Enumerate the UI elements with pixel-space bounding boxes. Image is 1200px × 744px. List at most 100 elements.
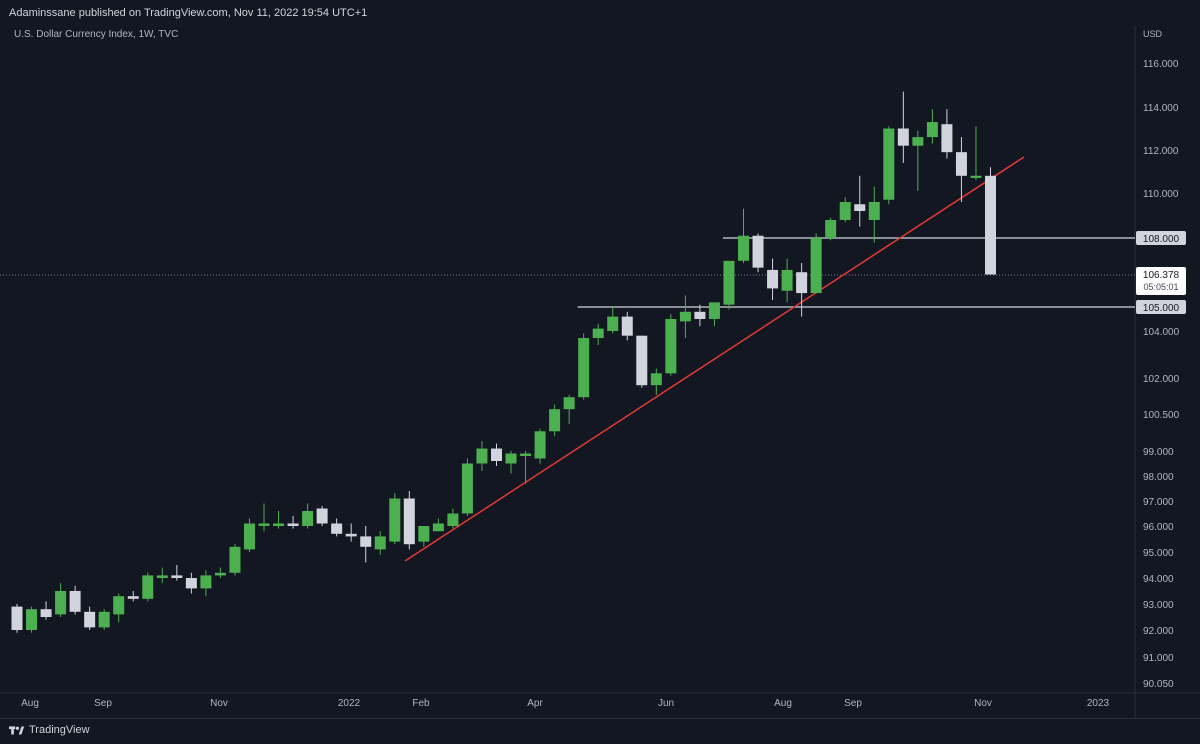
candle [418, 526, 430, 547]
y-tick-label: 112.000 [1143, 146, 1179, 157]
tradingview-logo-icon [9, 726, 25, 735]
level-price-label: 105.000 [1143, 303, 1180, 314]
candle [839, 197, 851, 223]
last-price-label-bg [1136, 267, 1186, 295]
candle-body [752, 235, 764, 268]
x-tick-label: Aug [774, 698, 792, 709]
candle [549, 404, 561, 437]
candle [55, 583, 67, 617]
x-tick-label: 2022 [338, 698, 361, 709]
candle [505, 451, 517, 474]
y-tick-label: 96.000 [1143, 522, 1174, 533]
x-tick-label: Sep [844, 698, 862, 709]
x-tick-label: Apr [527, 698, 543, 709]
candle [69, 585, 81, 615]
candle-body [287, 523, 299, 526]
candle [679, 295, 691, 339]
candle-body [679, 311, 691, 322]
countdown-label: 05:05:01 [1143, 282, 1178, 292]
x-tick-label: Nov [210, 698, 228, 709]
chart-area[interactable]: USD 116.000 114.000 112.000 110.000 108.000 10… [0, 26, 1200, 718]
candle [156, 567, 168, 584]
candle-body [243, 523, 255, 550]
candle-body [505, 453, 517, 464]
y-tick-label: 100.500 [1143, 410, 1180, 421]
candle [476, 441, 488, 471]
candle [345, 523, 357, 542]
candle [607, 307, 619, 334]
candle-body [55, 591, 67, 615]
candle [592, 323, 604, 346]
candle [636, 335, 648, 388]
candle [563, 394, 575, 424]
candle-body [98, 611, 110, 628]
candle [360, 526, 372, 563]
candle-body [549, 409, 561, 432]
tradingview-logo[interactable]: TradingView [9, 724, 90, 736]
candle-body [897, 128, 909, 146]
candle [767, 258, 779, 301]
candle [810, 233, 822, 294]
candle [258, 503, 270, 532]
candle [897, 91, 909, 163]
candle [185, 572, 197, 594]
candle-body [955, 152, 967, 176]
candle-body [781, 269, 793, 291]
candle-body [476, 448, 488, 464]
candle-body [868, 202, 880, 220]
candle-body [156, 575, 168, 578]
candle [955, 137, 967, 202]
level-price-label: 108.000 [1143, 234, 1180, 245]
candle-body [113, 596, 125, 615]
candle-body [84, 611, 96, 628]
candle-body [723, 260, 735, 305]
candle-body [389, 498, 401, 542]
candle [316, 506, 328, 526]
candle [229, 544, 241, 576]
candle [926, 109, 938, 144]
y-tick-label: 97.000 [1143, 497, 1174, 508]
level-price-label-bg [1136, 231, 1186, 245]
last-price-label: 106.378 [1143, 270, 1180, 281]
candle-body [69, 591, 81, 612]
candle [171, 565, 183, 581]
candlestick-chart[interactable]: USD 116.000 114.000 112.000 110.000 108.000 10… [0, 26, 1200, 718]
candle [708, 302, 720, 327]
candle [868, 186, 880, 243]
y-tick-label: 98.000 [1143, 472, 1174, 483]
candle-body [11, 606, 23, 630]
y-tick-label: 102.000 [1143, 374, 1180, 385]
candle [243, 518, 255, 552]
candle [84, 606, 96, 630]
candle [98, 609, 110, 630]
candle-body [331, 523, 343, 534]
candle-body [345, 533, 357, 537]
trendline [404, 156, 1025, 562]
candle [113, 593, 125, 623]
candle [214, 567, 226, 578]
candle [723, 260, 735, 310]
candle [287, 516, 299, 529]
candle-body [985, 175, 997, 275]
candle [127, 591, 139, 602]
candle-body [926, 122, 938, 138]
candle [40, 601, 52, 620]
candle-body [258, 523, 270, 526]
candle-body [650, 373, 662, 386]
candle-body [490, 448, 502, 461]
candle-body [432, 523, 444, 532]
candle-body [708, 302, 720, 319]
candle-body [694, 311, 706, 319]
candle-body [403, 498, 415, 545]
candle [796, 263, 808, 317]
candle [694, 304, 706, 327]
x-tick-label: 2023 [1087, 698, 1110, 709]
candle [534, 428, 546, 464]
candle [374, 531, 386, 555]
candle [578, 333, 590, 400]
y-tick-label: 93.000 [1143, 600, 1174, 611]
candle-body [229, 546, 241, 573]
y-tick-label: 114.000 [1143, 103, 1179, 114]
candle [883, 126, 895, 205]
candle-body [607, 316, 619, 331]
